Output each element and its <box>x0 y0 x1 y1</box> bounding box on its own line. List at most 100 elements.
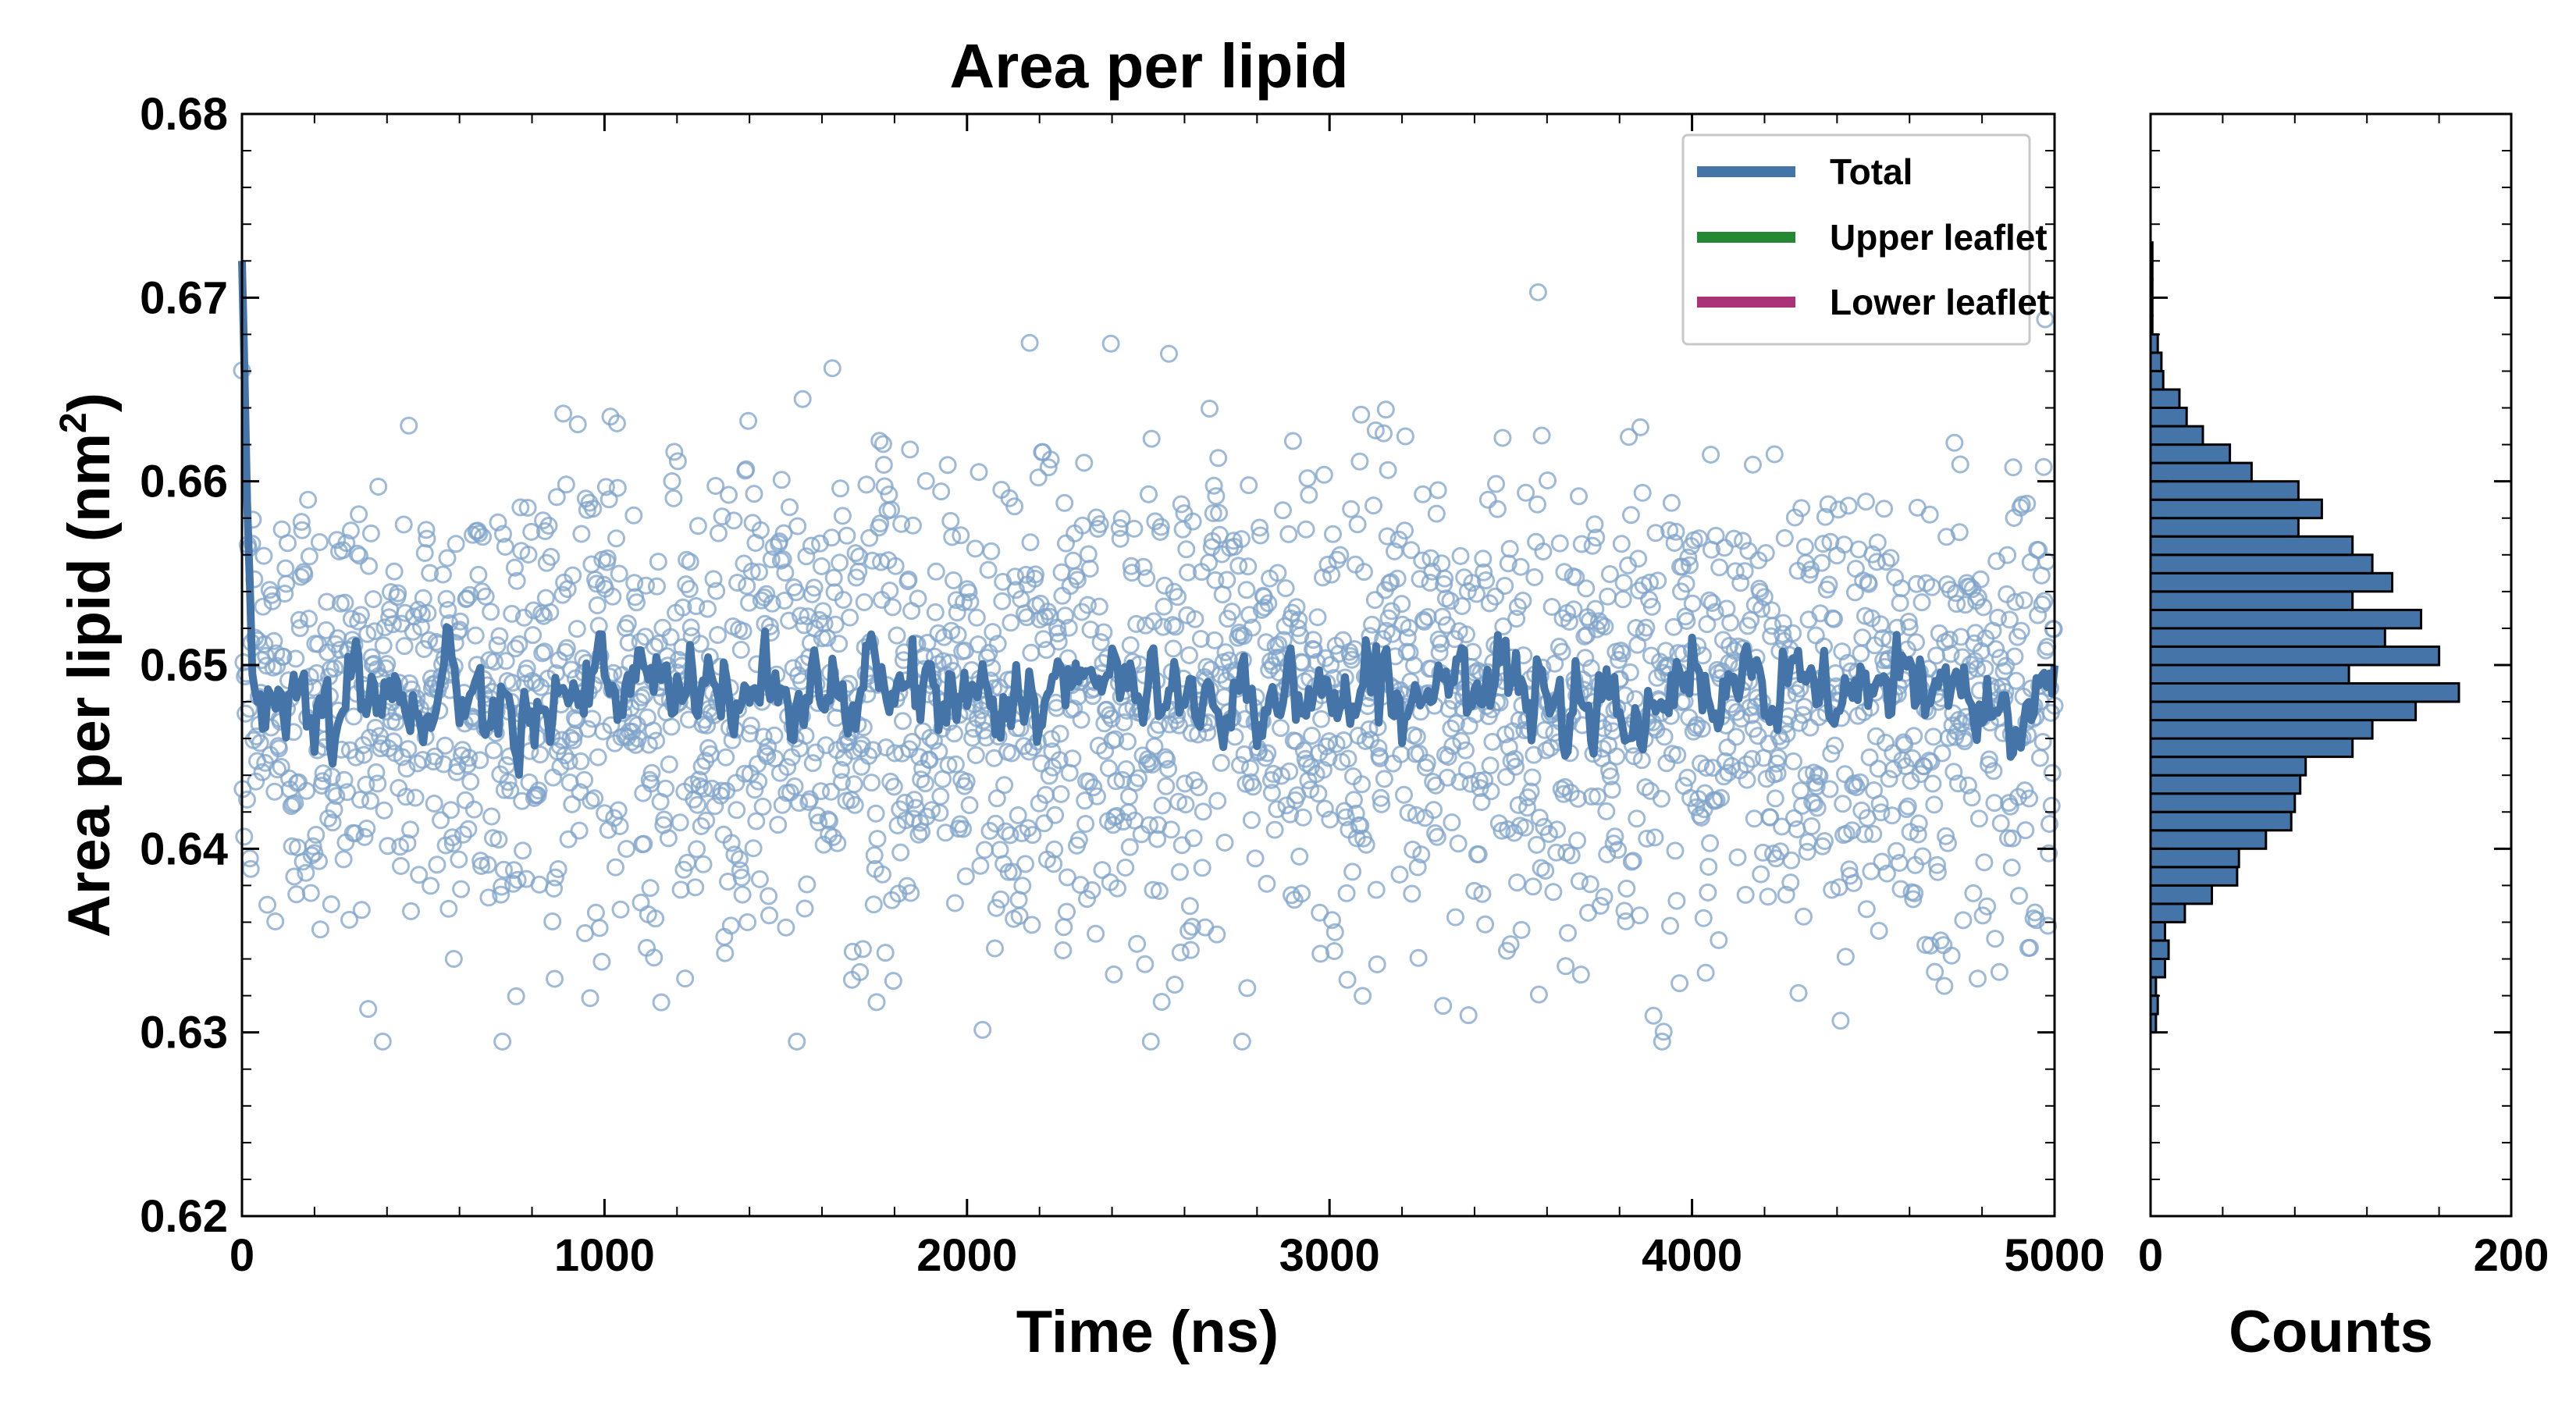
scatter-point <box>1736 885 1755 904</box>
scatter-point <box>1612 535 1631 553</box>
scatter-point <box>373 1032 392 1051</box>
scatter-point <box>496 538 514 556</box>
scatter-point <box>1108 879 1126 898</box>
scatter-point <box>1948 774 1967 793</box>
scatter-point <box>921 728 940 747</box>
scatter-point <box>334 850 353 869</box>
scatter-point <box>1231 756 1249 774</box>
scatter-point <box>838 526 856 545</box>
scatter-point <box>1477 571 1495 589</box>
scatter-point <box>1582 659 1600 678</box>
scatter-point <box>1570 872 1589 891</box>
scatter-point <box>1989 608 2007 627</box>
scatter-point <box>1421 549 1440 567</box>
histogram-bar <box>2149 571 2393 593</box>
scatter-point <box>1572 535 1591 553</box>
x-tick-label: 2000 <box>916 1230 1017 1281</box>
scatter-point <box>1076 815 1095 833</box>
scatter-point <box>1180 897 1199 916</box>
scatter-point <box>1789 984 1808 1002</box>
scatter-point <box>265 631 283 650</box>
scatter-point <box>884 777 903 796</box>
scatter-point <box>466 626 485 645</box>
scatter-point <box>374 636 393 655</box>
scatter-point <box>1032 754 1051 773</box>
scatter-point <box>1557 957 1575 976</box>
scatter-point <box>774 550 792 568</box>
scatter-point <box>1731 574 1750 592</box>
scatter-point <box>1653 1032 1671 1051</box>
scatter-point <box>973 1020 992 1039</box>
scatter-point <box>1775 528 1794 547</box>
scatter-point <box>1268 564 1287 582</box>
scatter-point <box>687 597 706 615</box>
scatter-point <box>1242 811 1261 830</box>
scatter-point <box>832 760 850 779</box>
scatter-point <box>488 636 507 655</box>
scatter-point <box>1646 828 1664 847</box>
scatter-point <box>1169 588 1187 606</box>
legend-label-upper: Upper leaflet <box>1830 217 2048 258</box>
scatter-point <box>913 823 931 841</box>
scatter-point <box>931 787 950 806</box>
scatter-point <box>584 500 603 518</box>
scatter-point <box>1273 501 1292 520</box>
scatter-point <box>442 801 461 820</box>
scatter-point <box>1204 476 1223 495</box>
scatter-point <box>443 828 461 847</box>
scatter-point <box>1887 841 1905 860</box>
scatter-point <box>957 772 976 791</box>
scatter-point <box>664 489 683 507</box>
scatter-point <box>1564 600 1583 619</box>
scatter-point <box>1856 493 1875 511</box>
scatter-point <box>765 726 784 745</box>
scatter-point <box>1581 875 1599 894</box>
scatter-point <box>1743 749 1761 768</box>
scatter-point <box>688 795 706 814</box>
scatter-point <box>450 850 468 869</box>
scatter-point <box>901 440 920 459</box>
scatter-point <box>1303 727 1321 745</box>
scatter-point <box>1973 906 1992 925</box>
scatter-point <box>428 855 447 874</box>
scatter-point <box>1642 597 1661 616</box>
scatter-point <box>1083 881 1101 899</box>
scatter-point <box>1589 787 1607 806</box>
scatter-point <box>1959 776 1977 795</box>
scatter-point <box>1427 504 1446 523</box>
scatter-point <box>1154 617 1172 636</box>
legend: Total Upper leaflet Lower leaflet <box>1681 133 2049 346</box>
scatter-point <box>1396 521 1414 540</box>
scatter-point <box>1523 768 1542 787</box>
scatter-point <box>355 827 374 846</box>
hist-x-tick-label: 200 <box>2474 1230 2549 1281</box>
scatter-point <box>546 868 564 887</box>
scatter-point <box>1442 719 1461 738</box>
scatter-point <box>575 770 594 789</box>
scatter-point <box>905 791 923 809</box>
scatter-point <box>1476 915 1495 934</box>
scatter-point <box>1029 468 1048 487</box>
scatter-point <box>1389 530 1408 549</box>
scatter-point <box>479 888 498 907</box>
scatter-point <box>492 885 511 904</box>
scatter-point <box>476 587 495 606</box>
scatter-point <box>1559 923 1577 942</box>
scatter-point <box>417 521 436 539</box>
scatter-point <box>1528 495 1546 514</box>
scatter-point <box>420 631 439 649</box>
scatter-point <box>238 790 256 809</box>
scatter-point <box>553 585 572 604</box>
scatter-point <box>1375 424 1393 443</box>
scatter-point <box>2040 844 2058 863</box>
scatter-point <box>617 840 635 858</box>
scatter-point <box>1652 789 1670 808</box>
scatter-point <box>1692 720 1711 738</box>
scatter-point <box>1087 924 1105 943</box>
scatter-point <box>610 564 628 583</box>
scatter-point <box>1069 831 1088 849</box>
scatter-point <box>1718 738 1737 757</box>
scatter-point <box>1944 763 1963 781</box>
scatter-point <box>1798 842 1816 861</box>
scatter-point <box>731 641 750 659</box>
